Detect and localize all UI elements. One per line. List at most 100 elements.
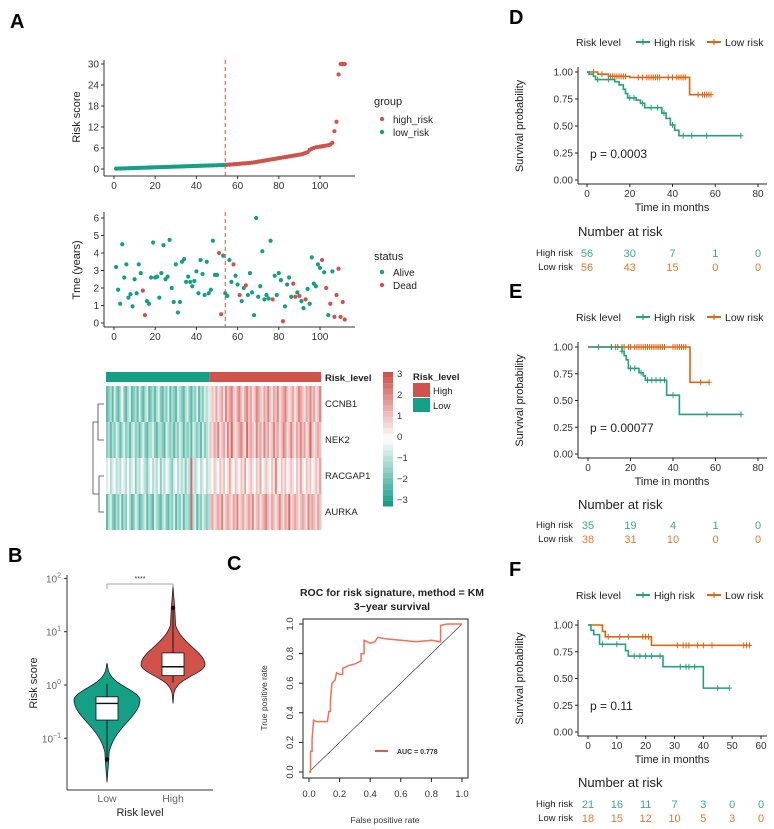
heatmap-cell	[194, 386, 197, 422]
heatmap-cell	[132, 386, 136, 422]
alive-point	[256, 294, 261, 299]
heatmap-cell	[257, 422, 260, 458]
low-risk-censor-mark	[706, 379, 712, 386]
color-scale-segment	[383, 500, 393, 507]
p-value-label: p = 0.00077	[590, 421, 654, 435]
legend-alive-label: Alive	[393, 268, 415, 279]
alive-point	[165, 274, 170, 279]
heatmap-cell	[192, 422, 195, 458]
heatmap-cell	[180, 458, 184, 494]
heatmap-cell	[236, 494, 239, 530]
heatmap-cell	[163, 494, 166, 530]
heatmap-cell	[186, 494, 189, 530]
alive-point	[208, 287, 213, 292]
alive-point	[124, 262, 129, 267]
plot-frame	[302, 618, 469, 779]
color-scale-tick-label: −2	[397, 474, 408, 485]
high-risk-censor-mark	[605, 76, 611, 83]
heatmap-cell	[253, 494, 257, 530]
alive-point	[186, 274, 191, 279]
dead-point	[231, 262, 236, 267]
color-scale-segment	[383, 388, 393, 395]
heatmap-cell	[211, 494, 214, 530]
p-value-label: p = 0.11	[590, 699, 633, 713]
x-tick-label: 0.0	[302, 789, 315, 800]
heatmap-cell	[234, 386, 237, 422]
low-risk-censor-mark	[628, 344, 633, 350]
color-scale-tick-label: 2	[397, 390, 402, 401]
high-risk-censor-mark	[704, 411, 710, 418]
legend-dead-label: Dead	[393, 281, 417, 292]
heatmap-cell	[253, 458, 257, 494]
y-tick-label: 1.00	[554, 68, 574, 79]
heatmap-cell	[286, 386, 289, 422]
high-risk-censor-mark	[689, 132, 695, 139]
x-tick-label: 60	[710, 189, 722, 200]
alive-point	[181, 257, 187, 262]
heatmap-cell	[203, 494, 207, 530]
x-tick-label: 0	[585, 463, 591, 474]
heatmap-cell	[271, 422, 274, 458]
alive-point	[214, 272, 220, 277]
legend-high-risk-label: High risk	[654, 37, 696, 49]
heatmap-cell	[313, 494, 316, 530]
heatmap-cell	[207, 386, 211, 422]
heatmap-cell	[138, 458, 141, 494]
heatmap-cell	[129, 422, 132, 458]
risk-count-low: 10	[668, 813, 680, 825]
heatmap-cell	[205, 386, 209, 422]
high-risk-censor-mark	[657, 377, 663, 384]
heatmap-cell	[290, 494, 293, 530]
y-tick-label: 0.75	[554, 647, 574, 658]
heatmap-cell	[155, 494, 159, 530]
heatmap-cell	[196, 494, 199, 530]
heatmap-cell	[223, 386, 226, 422]
dead-point	[140, 288, 145, 293]
low-risk-censor-mark	[708, 91, 714, 98]
y-tick-label: 0.00	[554, 728, 574, 739]
heatmap-cell	[159, 386, 163, 422]
risk-count-low: 38	[582, 534, 594, 546]
heatmap-cell	[194, 494, 197, 530]
heatmap-cell	[263, 458, 266, 494]
heatmap-cell	[109, 494, 113, 530]
heatmap-cell	[130, 458, 134, 494]
heatmap-cell	[276, 386, 280, 422]
heatmap-cell	[115, 386, 118, 422]
heatmap-cell	[186, 386, 189, 422]
alive-point	[159, 271, 164, 276]
color-scale-tick-label: −3	[397, 495, 408, 506]
alive-point	[169, 285, 174, 291]
y-axis-title: Tme (years)	[71, 240, 83, 299]
heatmap-cell	[249, 458, 253, 494]
heatmap-cell	[265, 422, 268, 458]
x-tick-label: High	[162, 793, 184, 805]
heatmap-cell	[248, 386, 251, 422]
low-risk-censor-mark	[635, 74, 641, 81]
heatmap-cell	[207, 458, 211, 494]
y-tick-label: 1	[93, 301, 99, 312]
heatmap-cell	[257, 494, 260, 530]
alive-point	[130, 304, 135, 309]
heatmap-cell	[261, 386, 264, 422]
heatmap-cell	[319, 422, 322, 458]
y-tick-base: 10	[46, 574, 58, 585]
x-tick-label: 0.8	[425, 789, 438, 800]
heatmap-cell	[211, 422, 214, 458]
heatmap-cell	[148, 422, 151, 458]
x-tick-label: 0	[584, 189, 590, 200]
heatmap-cell	[292, 422, 295, 458]
low-risk-censor-mark	[709, 642, 715, 649]
low-risk-censor-mark	[698, 379, 704, 386]
color-scale-segment	[383, 400, 393, 406]
alive-point	[299, 299, 304, 304]
dead-point	[340, 299, 345, 305]
heatmap-cell	[129, 386, 132, 422]
heatmap-cell	[106, 458, 109, 494]
heatmap-cell	[201, 422, 205, 458]
heatmap-cell	[301, 422, 305, 458]
heatmap-cell	[150, 386, 153, 422]
heatmap-cell	[117, 494, 120, 530]
alive-point	[167, 237, 172, 242]
low-risk-censor-mark	[670, 74, 675, 81]
